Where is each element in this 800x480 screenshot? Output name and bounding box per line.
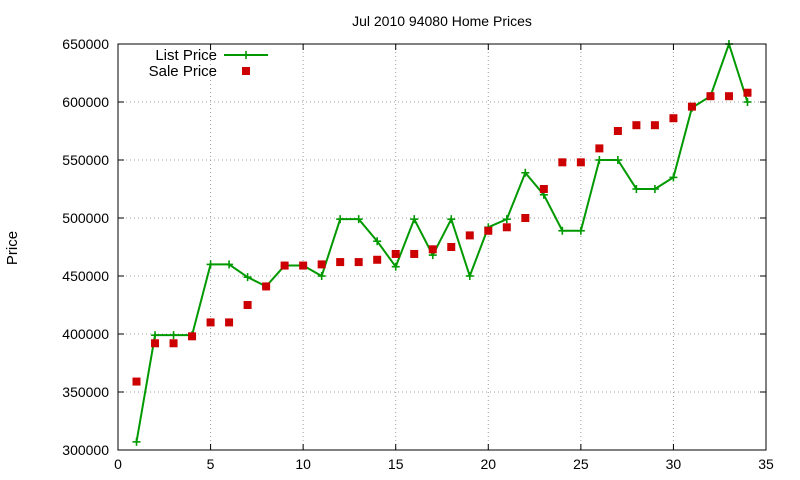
point-sale-price (169, 339, 178, 348)
y-tick-label: 300000 (62, 442, 109, 458)
point-list-price (465, 272, 474, 280)
point-sale-price (410, 249, 419, 258)
legend-label-sale-price: Sale Price (149, 63, 217, 80)
grid-lines (118, 44, 766, 450)
point-list-price (169, 331, 178, 340)
point-list-price (354, 215, 363, 224)
y-tick-label: 350000 (62, 384, 109, 400)
point-sale-price (743, 88, 752, 97)
point-sale-price (188, 332, 197, 341)
point-sale-price (595, 144, 604, 153)
point-sale-price (206, 318, 215, 327)
point-list-price (576, 226, 585, 235)
point-sale-price (669, 114, 678, 123)
y-tick-label: 650000 (62, 36, 109, 52)
point-list-price (558, 226, 567, 235)
point-sale-price (299, 261, 308, 270)
point-sale-price (317, 260, 326, 269)
point-sale-price (336, 258, 345, 267)
y-tick-label: 500000 (62, 210, 109, 226)
point-list-price (373, 237, 382, 246)
series-layer (132, 40, 752, 446)
point-list-price (650, 185, 659, 193)
point-list-price (743, 98, 752, 106)
point-list-price (317, 272, 326, 280)
point-list-price (632, 185, 641, 193)
point-sale-price (391, 249, 400, 258)
legend-swatch-sale-price (242, 67, 250, 75)
point-list-price (521, 168, 530, 177)
point-list-price (151, 331, 160, 340)
x-tick-label: 30 (666, 456, 682, 472)
point-list-price (132, 437, 141, 446)
point-sale-price (151, 339, 160, 348)
point-sale-price (225, 318, 234, 327)
y-axis-label: Price (4, 231, 21, 265)
point-sale-price (280, 261, 289, 270)
x-tick-label: 35 (758, 456, 774, 472)
point-sale-price (354, 258, 363, 267)
point-list-price (391, 262, 400, 271)
x-tick-label: 25 (573, 456, 589, 472)
point-sale-price (558, 158, 567, 167)
point-sale-price (465, 231, 474, 240)
point-sale-price (650, 121, 659, 130)
legend-marker-list-price (242, 51, 250, 59)
plot-frame (117, 43, 767, 451)
point-sale-price (632, 121, 641, 130)
point-list-price (243, 273, 252, 282)
point-sale-price (539, 185, 548, 193)
point-list-price (613, 156, 622, 164)
point-list-price (502, 215, 511, 224)
point-sale-price (502, 223, 511, 232)
legend-swatches (224, 51, 268, 75)
point-list-price (447, 215, 456, 224)
series-line-list-price (135, 40, 749, 443)
point-list-price (336, 215, 345, 224)
chart-title: Jul 2010 94080 Home Prices (352, 13, 532, 29)
point-sale-price (576, 158, 585, 167)
x-tick-label: 20 (480, 456, 496, 472)
point-sale-price (687, 102, 696, 111)
point-list-price (595, 156, 604, 164)
point-sale-price (521, 214, 530, 222)
point-sale-price (706, 92, 715, 101)
point-sale-price (373, 255, 382, 264)
point-sale-price (613, 127, 622, 135)
point-sale-price (132, 377, 141, 386)
x-tick-label: 0 (114, 456, 122, 472)
axis-ticks: 0 5 10 15 20 25 30 35 300000 350000 400000 450000 50… (62, 36, 774, 472)
point-list-price (410, 215, 419, 224)
legend: List Price Sale Price (149, 47, 268, 80)
point-sale-price (447, 243, 456, 251)
point-sale-price (262, 282, 271, 291)
y-tick-label: 600000 (62, 94, 109, 110)
point-list-price (225, 260, 234, 269)
x-tick-label: 10 (295, 456, 311, 472)
point-sale-price (724, 92, 733, 101)
x-tick-label: 15 (388, 456, 404, 472)
x-tick-label: 5 (207, 456, 215, 472)
point-sale-price (484, 226, 493, 235)
y-tick-label: 450000 (62, 268, 109, 284)
point-list-price (669, 173, 678, 182)
point-sale-price (428, 245, 437, 254)
y-tick-label: 550000 (62, 152, 109, 168)
y-tick-label: 400000 (62, 326, 109, 342)
point-list-price (206, 260, 215, 269)
point-sale-price (243, 301, 252, 309)
legend-label-list-price: List Price (155, 47, 217, 64)
